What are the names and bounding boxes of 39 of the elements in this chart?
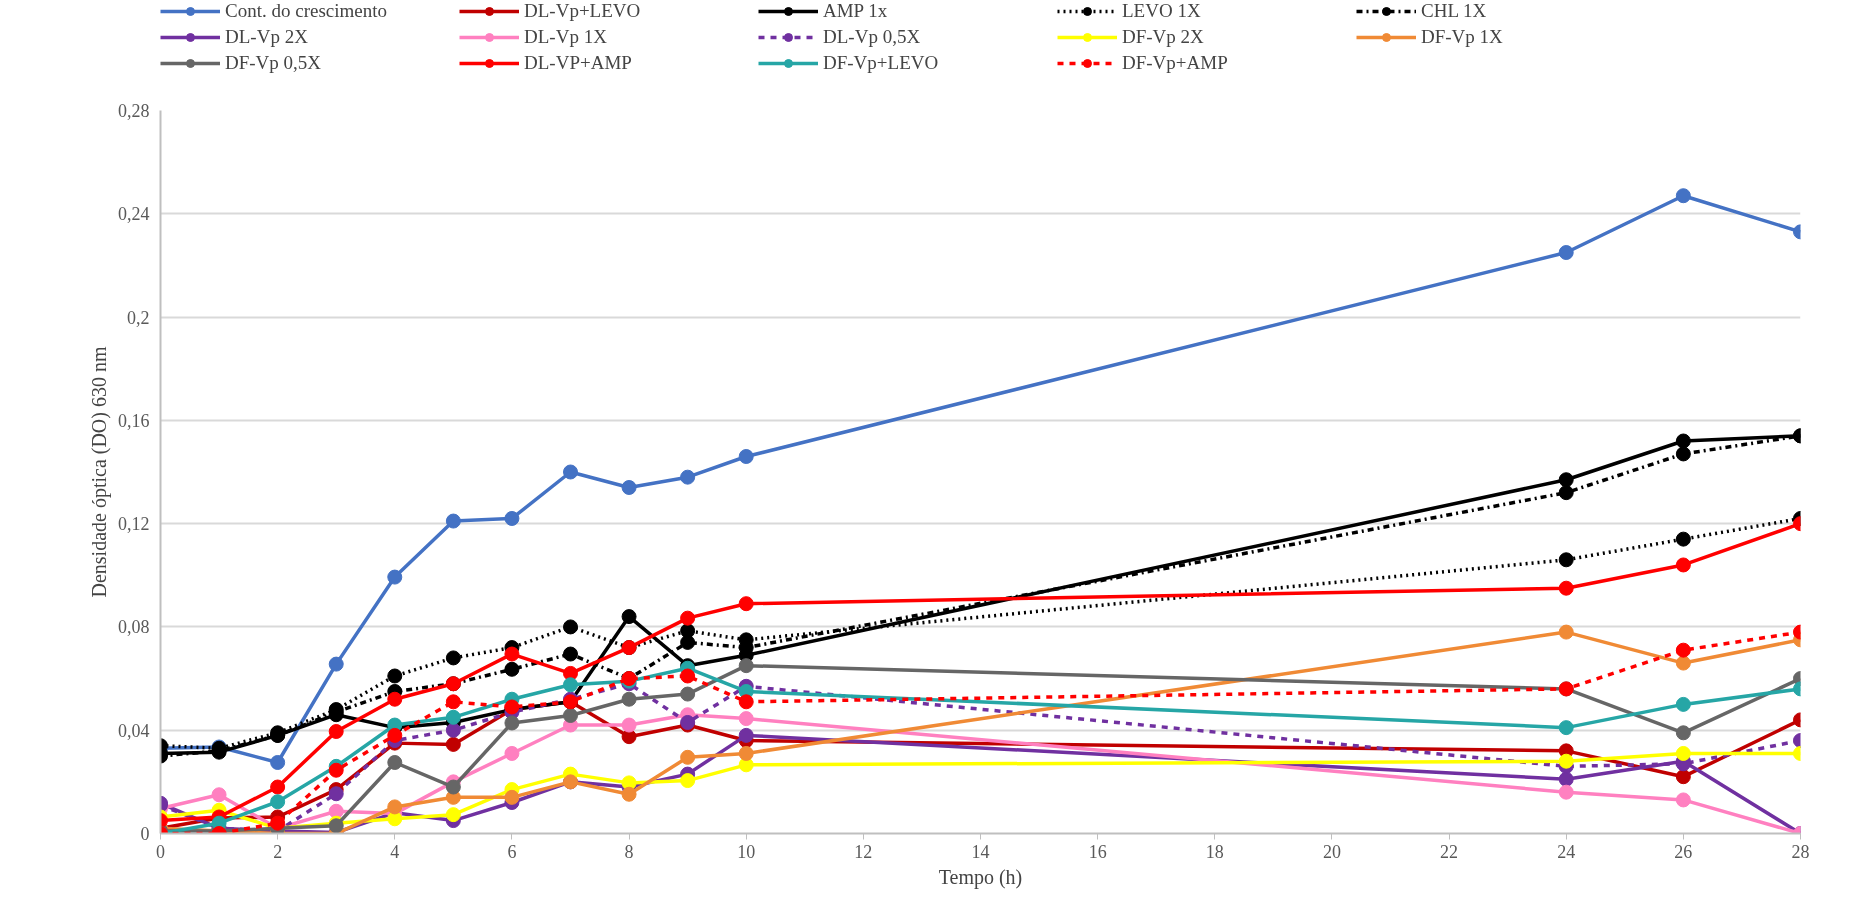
- x-tick-label: 18: [1205, 841, 1224, 862]
- legend-label: DL-Vp 0,5X: [823, 26, 922, 48]
- legend-label: DL-Vp 1X: [524, 26, 608, 48]
- legend-label: DL-VP+AMP: [524, 52, 633, 74]
- x-tick-label: 10: [737, 841, 756, 862]
- legend-label: DL-Vp+LEVO: [524, 0, 642, 22]
- y-tick-label: 0,16: [118, 410, 150, 431]
- x-tick-label: 8: [624, 841, 634, 862]
- x-tick-label: 26: [1674, 841, 1693, 862]
- legend-label: DL-Vp 2X: [225, 26, 309, 48]
- y-tick-label: 0: [140, 824, 150, 844]
- x-tick-label: 16: [1088, 841, 1107, 862]
- legend-label: DF-Vp 2X: [1122, 26, 1205, 48]
- x-tick-label: 4: [390, 841, 400, 862]
- y-tick-label: 0,04: [118, 720, 150, 741]
- y-tick-label: 0,08: [118, 617, 150, 638]
- legend-label: AMP 1x: [823, 0, 889, 22]
- x-tick-label: 28: [1791, 841, 1810, 862]
- legend-label: DF-Vp 0,5X: [225, 52, 323, 74]
- x-tick-label: 6: [507, 841, 517, 862]
- x-tick-label: 0: [156, 841, 165, 862]
- x-tick-label: 22: [1440, 841, 1459, 862]
- y-tick-label: 0,12: [118, 514, 150, 535]
- y-axis-title: Densidade óptica (DO) 630 nm: [88, 346, 111, 598]
- x-axis-title: Tempo (h): [938, 865, 1023, 889]
- legend-label: Cont. do crescimento: [225, 0, 388, 22]
- legend-label: LEVO 1X: [1122, 0, 1202, 22]
- legend-label: DF-Vp+AMP: [1122, 52, 1229, 74]
- x-tick-label: 2: [273, 841, 283, 862]
- x-tick-label: 24: [1557, 841, 1576, 862]
- x-tick-label: 14: [971, 841, 990, 862]
- x-tick-label: 12: [854, 841, 873, 862]
- y-tick-label: 0,24: [118, 204, 150, 225]
- y-tick-label: 0,2: [127, 307, 150, 328]
- x-tick-label: 20: [1322, 841, 1341, 862]
- legend-label: DF-Vp 1X: [1421, 26, 1504, 48]
- y-tick-label: 0,28: [118, 101, 150, 121]
- legend-label: CHL 1X: [1421, 0, 1488, 22]
- legend-label: DF-Vp+LEVO: [823, 52, 940, 74]
